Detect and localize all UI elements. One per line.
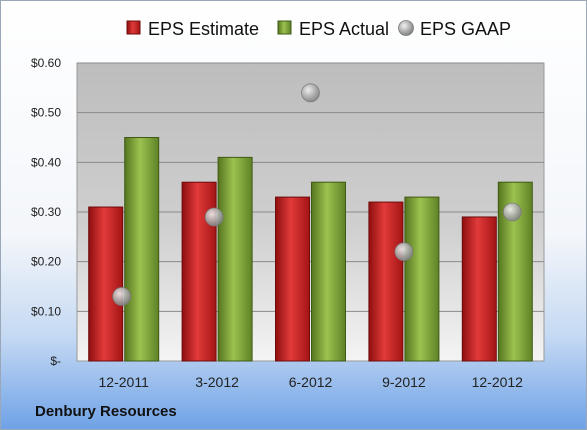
eps-gaap-point (394, 242, 414, 262)
x-category-label: 3-2012 (195, 374, 239, 390)
legend-eps-actual-swatch (277, 20, 292, 35)
eps-gaap-point (301, 83, 320, 103)
y-tick-label: $- (50, 354, 61, 368)
x-category-label: 12-2012 (472, 374, 524, 390)
y-tick-label: $0.50 (31, 106, 61, 120)
y-tick-label: $0.40 (31, 155, 61, 169)
eps-actual-bar (311, 181, 346, 362)
eps-gaap-point (112, 287, 132, 306)
eps-gaap-point (204, 207, 224, 227)
y-tick-label: $0.60 (31, 56, 61, 70)
eps-actual-bar (124, 137, 160, 362)
eps-estimate-bar (275, 196, 310, 362)
y-tick-label: $0.10 (31, 304, 61, 318)
x-category-label: 9-2012 (382, 374, 426, 390)
eps-actual-bar (217, 156, 253, 362)
legend-eps-gaap-swatch (398, 20, 414, 36)
y-axis-ticks: $- $0.10 $0.20 $0.30 $0.40 $0.50 $0.60 (31, 56, 61, 368)
x-category-label: 6-2012 (289, 374, 333, 390)
x-axis-categories: 12-2011 3-2012 6-2012 9-2012 12-2012 (99, 374, 524, 390)
gaap-points (112, 83, 522, 306)
eps-estimate-bar (461, 216, 497, 362)
legend: EPS Estimate EPS Actual EPS GAAP (126, 19, 511, 39)
eps-estimate-bar (368, 201, 404, 362)
legend-eps-gaap-label: EPS GAAP (420, 19, 511, 39)
eps-gaap-point (502, 202, 522, 222)
y-tick-label: $0.30 (31, 205, 61, 219)
y-tick-label: $0.20 (31, 255, 61, 269)
legend-eps-estimate-label: EPS Estimate (148, 19, 259, 39)
legend-eps-actual-label: EPS Actual (299, 19, 389, 39)
legend-eps-estimate-swatch (126, 20, 141, 35)
x-category-label: 12-2011 (99, 374, 150, 390)
eps-actual-bar (404, 196, 440, 362)
company-name: Denbury Resources (35, 403, 177, 420)
eps-estimate-bar (88, 206, 124, 362)
